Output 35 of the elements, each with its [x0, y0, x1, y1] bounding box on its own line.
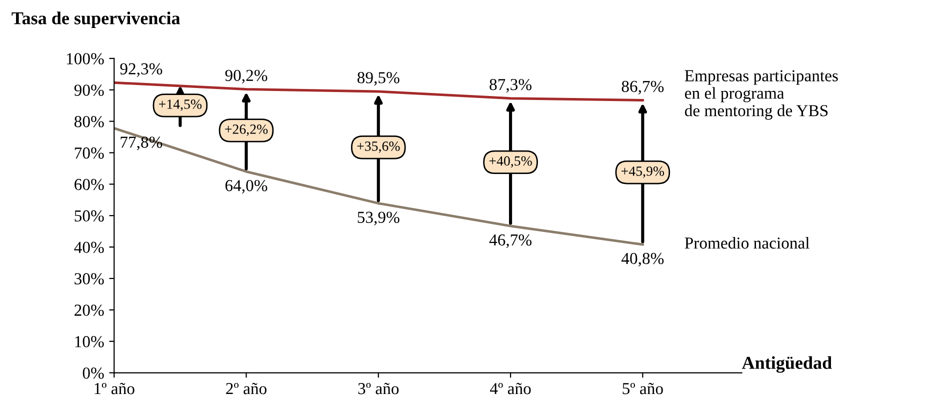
text: Promedio nacional — [684, 236, 810, 249]
y-tick-label: 90% — [74, 84, 104, 96]
annotation: +40,5% — [489, 156, 532, 168]
y-tick-label: 0% — [82, 367, 104, 379]
x-tick-label: 3º año — [358, 382, 399, 394]
y-tick-label: 10% — [75, 336, 104, 348]
data-label: 77,8% — [120, 136, 162, 150]
y-tick-label: 60% — [74, 178, 104, 190]
annotation: +14,5% — [159, 100, 202, 111]
y-tick-label: 30% — [74, 273, 104, 284]
x-tick-label: 4º año — [490, 382, 531, 394]
y-tick-label: 80% — [74, 116, 104, 128]
y-tick-label: 100% — [66, 53, 104, 64]
data-label: 90,2% — [225, 70, 268, 84]
y-tick-label: 70% — [74, 147, 104, 159]
y-tick-label: 20% — [74, 304, 104, 316]
y-tick-label: 40% — [74, 242, 104, 254]
x-axis-title: Antigüedad — [742, 356, 832, 373]
data-label: 92,3% — [120, 63, 162, 77]
data-label: 53,9% — [358, 212, 400, 226]
annotation: +45,9% — [622, 166, 664, 178]
data-label: 87,3% — [490, 78, 532, 93]
annotation: +26,2% — [225, 124, 268, 136]
annotation: +35,6% — [357, 141, 400, 153]
y-axis-title: Tasa de supervivencia — [12, 12, 180, 28]
text: Empresas participantes en el programa de mentoring de YBS — [684, 70, 838, 120]
data-label: 89,5% — [358, 72, 400, 86]
x-tick-label: 1º año — [94, 382, 134, 394]
x-tick-label: 5º año — [622, 382, 663, 394]
data-label: 46,7% — [489, 234, 532, 248]
data-label: 86,7% — [622, 80, 664, 94]
data-label: 40,8% — [621, 252, 664, 267]
data-label: 64,0% — [225, 180, 268, 194]
y-tick-label: 50% — [74, 210, 104, 222]
x-tick-label: 2º año — [226, 382, 266, 394]
